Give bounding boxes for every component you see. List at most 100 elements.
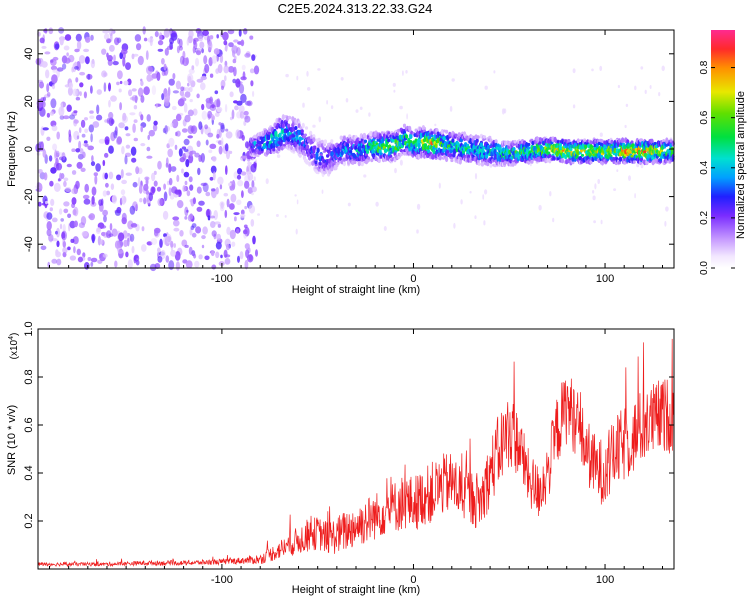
noise-speck	[168, 260, 175, 271]
noise-speck	[158, 32, 163, 42]
noise-speck	[147, 134, 150, 141]
noise-speck	[120, 169, 124, 179]
noise-speck	[133, 105, 138, 110]
noise-speck	[572, 68, 576, 74]
noise-speck	[209, 104, 217, 111]
noise-speck	[181, 128, 188, 133]
noise-speck	[211, 102, 215, 109]
noise-speck	[599, 65, 603, 71]
noise-speck	[56, 258, 62, 266]
ridge-cell	[477, 162, 481, 166]
noise-speck	[183, 138, 190, 146]
noise-speck	[96, 114, 103, 121]
noise-speck	[253, 65, 260, 75]
ridge-cell	[445, 156, 449, 163]
ridge-cell	[450, 156, 454, 160]
noise-speck	[165, 157, 169, 167]
noise-speck	[223, 249, 228, 258]
noise-speck	[37, 201, 42, 207]
noise-speck	[197, 167, 201, 176]
ridge-cell	[282, 143, 286, 147]
x-tick-label: 100	[596, 273, 614, 285]
noise-speck	[50, 198, 55, 206]
noise-speck	[51, 217, 58, 223]
ridge-cell	[399, 149, 403, 153]
noise-speck	[52, 56, 59, 61]
noise-speck	[153, 120, 158, 126]
noise-speck	[133, 137, 138, 142]
spectrogram-ylabel: Frequency (Hz)	[6, 111, 18, 187]
noise-speck	[205, 208, 212, 218]
ridge-cell	[458, 159, 462, 165]
noise-speck	[501, 108, 505, 115]
ridge-cell	[669, 139, 673, 143]
noise-speck	[46, 221, 52, 231]
noise-speck	[187, 135, 193, 139]
ridge-cell	[527, 146, 531, 150]
ridge-cell	[354, 145, 358, 151]
noise-speck	[241, 190, 244, 199]
noise-speck	[209, 73, 214, 78]
noise-speck	[119, 80, 123, 85]
ridge-cell	[278, 132, 282, 138]
noise-speck	[162, 210, 169, 220]
snr-panel: -100 0 100 0.2 0.4 0.6 0.8 1.0 Height of straig…	[6, 321, 675, 596]
noise-speck	[240, 39, 245, 47]
noise-speck	[108, 82, 111, 92]
ridge-cell	[405, 134, 409, 139]
noise-speck	[399, 105, 403, 110]
noise-speck	[241, 134, 245, 141]
ridge-cell	[272, 147, 276, 152]
noise-speck	[224, 143, 229, 152]
ridge-cell	[552, 156, 556, 160]
noise-speck	[216, 133, 220, 139]
noise-speck	[359, 106, 363, 111]
noise-speck	[200, 82, 206, 91]
ridge-cell	[309, 130, 313, 136]
noise-speck	[244, 180, 250, 189]
noise-speck	[326, 100, 328, 105]
noise-speck	[52, 143, 58, 151]
noise-speck	[226, 226, 231, 235]
noise-speck	[82, 151, 86, 159]
noise-speck	[71, 148, 76, 152]
ridge-cell	[317, 137, 321, 142]
noise-speck	[204, 124, 209, 130]
noise-speck	[182, 50, 186, 60]
noise-speck	[644, 89, 647, 94]
noise-speck	[636, 163, 640, 168]
noise-speck	[144, 176, 150, 181]
noise-speck	[237, 168, 243, 175]
noise-speck	[131, 88, 137, 92]
ridge-cell	[313, 145, 317, 150]
noise-speck	[187, 109, 194, 117]
noise-speck	[129, 233, 135, 242]
noise-speck	[225, 243, 230, 251]
noise-speck	[306, 70, 309, 77]
noise-speck	[173, 219, 180, 227]
noise-speck	[74, 61, 78, 67]
noise-speck	[143, 183, 149, 192]
noise-speck	[87, 145, 94, 151]
noise-speck	[176, 45, 180, 54]
noise-speck	[193, 253, 197, 259]
noise-speck	[48, 234, 54, 242]
ridge-cell	[281, 123, 285, 129]
ridge-cell	[346, 142, 350, 149]
noise-speck	[195, 28, 202, 34]
noise-speck	[196, 78, 204, 83]
noise-speck	[129, 205, 136, 215]
noise-speck	[276, 154, 281, 159]
noise-speck	[85, 36, 91, 43]
noise-speck	[87, 257, 92, 261]
noise-speck	[207, 41, 213, 51]
noise-speck	[237, 255, 240, 263]
noise-speck	[181, 93, 185, 99]
ridge-cell	[268, 131, 272, 136]
noise-speck	[51, 74, 58, 84]
noise-speck	[90, 34, 94, 41]
noise-speck	[165, 255, 170, 263]
noise-speck	[163, 63, 167, 71]
noise-speck	[219, 54, 224, 64]
noise-speck	[248, 204, 256, 214]
